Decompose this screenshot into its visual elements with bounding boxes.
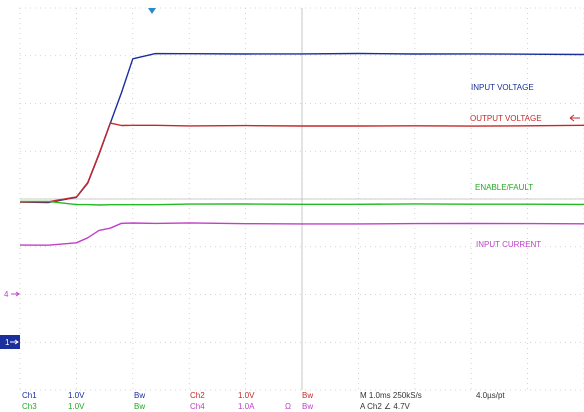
status-ch2-bw: Bw bbox=[302, 391, 313, 400]
ch4-marker[interactable]: 4 bbox=[4, 290, 9, 299]
status-ch4-scale: 1.0A bbox=[238, 402, 255, 411]
label-input-current: INPUT CURRENT bbox=[476, 240, 541, 249]
label-output-voltage: OUTPUT VOLTAGE bbox=[470, 114, 542, 123]
status-ch3-bw: Bw bbox=[134, 402, 145, 411]
traces bbox=[19, 52, 584, 246]
status-timebase: M 1.0ms 250kS/s bbox=[360, 391, 422, 400]
status-ch3: Ch3 bbox=[22, 402, 37, 411]
trigger-position-icon bbox=[148, 8, 156, 14]
label-input-voltage: INPUT VOLTAGE bbox=[471, 83, 534, 92]
label-enable-fault: ENABLE/FAULT bbox=[475, 183, 533, 192]
status-ch3-scale: 1.0V bbox=[68, 402, 85, 411]
trace-input-current bbox=[19, 222, 584, 246]
ch1-marker: 1 bbox=[5, 338, 10, 347]
status-ch1: Ch1 bbox=[22, 391, 37, 400]
status-trigger: A Ch2 ∠ 4.7V bbox=[360, 402, 411, 411]
ch1-marker-arrow-icon bbox=[10, 339, 19, 345]
graticule bbox=[19, 7, 584, 391]
output-voltage-arrow-icon bbox=[569, 114, 580, 122]
trace-output-voltage bbox=[19, 122, 584, 203]
status-ch1-bw: Bw bbox=[134, 391, 145, 400]
trace-enable-fault bbox=[20, 200, 584, 206]
status-ch2: Ch2 bbox=[190, 391, 205, 400]
status-ch2-scale: 1.0V bbox=[238, 391, 255, 400]
status-ch1-scale: 1.0V bbox=[68, 391, 85, 400]
status-ch4-ohm-icon: Ω bbox=[285, 402, 291, 411]
ch4-marker-arrow-icon bbox=[11, 291, 20, 297]
status-ch4-bw: Bw bbox=[302, 402, 313, 411]
status-resolution: 4.0µs/pt bbox=[476, 391, 505, 400]
status-bar: Ch1 1.0V Bw Ch2 1.0V Bw M 1.0ms 250kS/s … bbox=[22, 391, 505, 411]
status-ch4: Ch4 bbox=[190, 402, 205, 411]
